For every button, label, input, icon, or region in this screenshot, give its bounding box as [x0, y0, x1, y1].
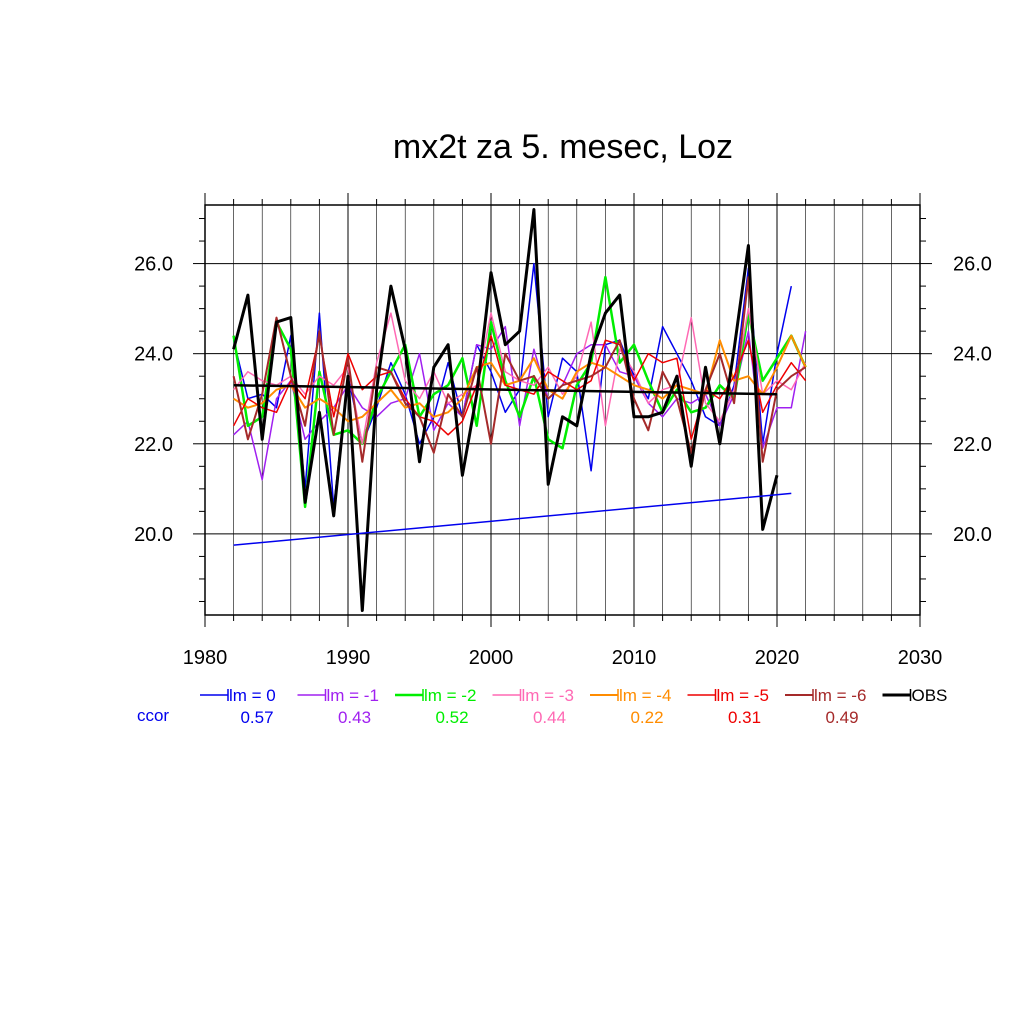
legend: ccor lm = 0 0.57 lm = -1 0.43 lm = -2 0.52 lm =…: [137, 686, 947, 727]
legend-ccor-value: 0.49: [825, 708, 858, 727]
x-tick-label: 2000: [469, 647, 514, 669]
x-tick-label: 1980: [183, 647, 228, 669]
y-tick-label-right: 20.0: [953, 524, 992, 546]
legend-ccor-value: 0.52: [435, 708, 468, 727]
legend-series-name: lm = -5: [717, 686, 769, 705]
legend-series-name: lm = -1: [327, 686, 379, 705]
chart-title: mx2t za 5. mesec, Loz: [393, 128, 733, 166]
series-layer: [232, 208, 807, 612]
legend-ccor-value: 0.31: [728, 708, 761, 727]
legend-series-name: lm = -4: [619, 686, 671, 705]
y-tick-label-left: 24.0: [134, 344, 173, 366]
trend-line-0: [233, 492, 792, 546]
series-line-6: [232, 276, 807, 463]
y-tick-label-left: 20.0: [134, 524, 173, 546]
legend-series-name: lm = -3: [522, 686, 574, 705]
legend-ccor-value: 0.57: [240, 708, 273, 727]
legend-series-name: lm = -2: [424, 686, 476, 705]
y-tick-label-right: 26.0: [953, 254, 992, 276]
trend-line-1: [233, 383, 778, 396]
legend-series-name: OBS: [912, 686, 948, 705]
y-tick-label-left: 22.0: [134, 434, 173, 456]
y-tick-label-left: 26.0: [134, 254, 173, 276]
x-tick-label: 2030: [898, 647, 943, 669]
plot-frame: [204, 204, 921, 616]
legend-series-name: lm = -6: [814, 686, 866, 705]
legend-ccor-value: 0.22: [630, 708, 663, 727]
y-tick-label-right: 22.0: [953, 434, 992, 456]
legend-ccor-value: 0.44: [533, 708, 566, 727]
legend-series-name: lm = 0: [229, 686, 276, 705]
x-tick-label: 2010: [612, 647, 657, 669]
x-tick-label: 2020: [755, 647, 800, 669]
legend-ccor-value: 0.43: [338, 708, 371, 727]
tick-layer: 1980 1990 2000 2010 2020 2030 20.0 20.0 22.0 22.0…: [134, 193, 992, 669]
ccor-label: ccor: [137, 706, 169, 725]
x-tick-label: 1990: [326, 647, 371, 669]
series-line-7: [232, 208, 779, 612]
y-tick-label-right: 24.0: [953, 344, 992, 366]
